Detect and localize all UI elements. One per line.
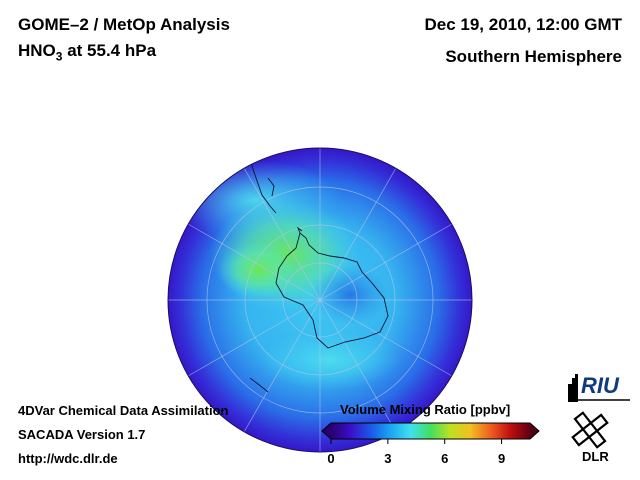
colorbar-gradient: [331, 423, 530, 439]
colorbar-tick-label: 3: [384, 451, 392, 466]
riu-logo-mark: [568, 374, 630, 402]
species-title: HNO3 at 55.4 hPa: [18, 41, 156, 63]
riu-logo: RIU: [568, 370, 630, 409]
footer-url[interactable]: http://wdc.dlr.de: [18, 451, 118, 466]
south-america-tip: [267, 177, 275, 197]
dlr-logo-text: DLR: [582, 449, 609, 464]
riu-logo-text: RIU: [581, 373, 619, 398]
south-america-coastline: [238, 148, 277, 214]
colorbar-under-arrow: [322, 423, 331, 439]
africa-coastline: [429, 159, 463, 199]
footer-method: 4DVar Chemical Data Assimilation: [18, 403, 229, 418]
graticule: [168, 148, 472, 452]
globe-outline: [167, 147, 473, 453]
antarctica-coastline: [275, 232, 389, 349]
colorbar: [321, 422, 540, 444]
species-subscript: 3: [55, 49, 63, 64]
species-level: at 55.4 hPa: [62, 41, 157, 60]
datetime-label: Dec 19, 2010, 12:00 GMT: [424, 15, 622, 34]
new-zealand-coastline: [249, 377, 269, 393]
dlr-logo-mark: [571, 411, 609, 449]
colorbar-tick-label: 9: [497, 451, 506, 466]
region-label: Southern Hemisphere: [445, 47, 622, 66]
antarctic-peninsula: [296, 226, 303, 234]
colorbar-tick-label: 0: [327, 451, 335, 466]
colorbar-over-arrow: [530, 423, 539, 439]
instrument-title: GOME–2 / MetOp Analysis: [18, 15, 230, 34]
colorbar-title: Volume Mixing Ratio [ppbv]: [340, 402, 511, 417]
species-main: HNO: [18, 41, 56, 60]
colorbar-tick-label: 6: [441, 451, 449, 466]
footer-version: SACADA Version 1.7: [18, 427, 146, 442]
